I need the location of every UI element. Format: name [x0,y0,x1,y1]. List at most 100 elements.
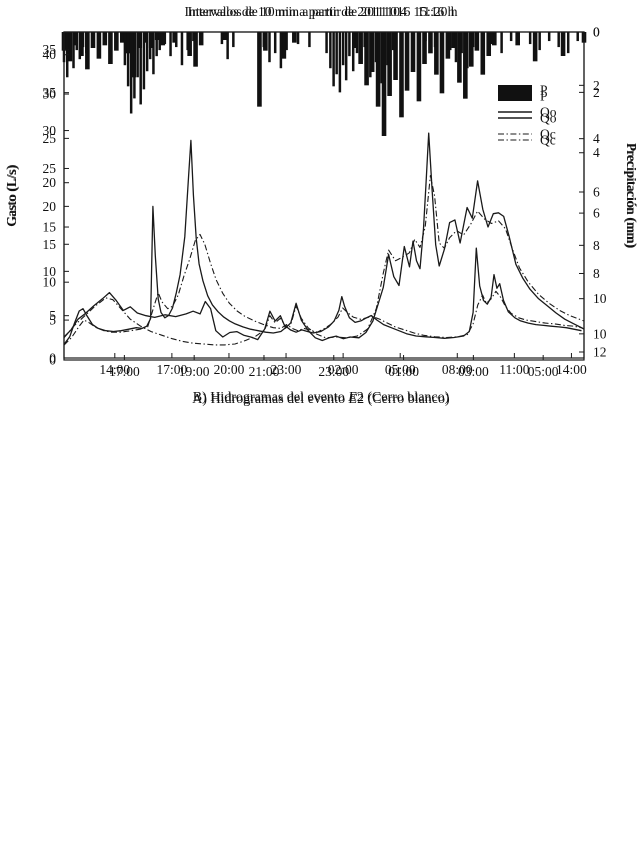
precip-bar [79,32,84,56]
left-tick-label: 40 [43,47,57,62]
right-tick-label: 8 [593,266,600,281]
caption-event-label: E [348,390,357,405]
legend-precip-swatch [498,91,532,101]
precip-bar [262,32,266,48]
precip-bar [532,32,538,62]
precip-bar [560,32,566,56]
qo-line [63,132,585,342]
caption-text: 2 (Cerro blanco) [357,392,450,407]
precip-bar [422,32,427,64]
precip-bar [220,32,224,45]
y-axis-label-right: Precipitación (mm) [624,143,639,248]
precip-bar [457,32,462,83]
precip-bar [142,32,146,90]
precip-bar [380,32,383,84]
precip-bar [81,32,85,48]
precip-bar [175,32,178,48]
precip-bar [566,32,570,54]
precip-bar [198,32,204,46]
precip-bar [263,32,268,51]
precip-bar [374,32,378,63]
bottom-tick-label: 14:00 [556,362,587,377]
right-tick-label: 12 [593,345,607,360]
precip-bar [222,32,227,40]
qo-line [63,139,582,345]
precip-bar [119,32,125,43]
precip-bar [538,32,541,51]
precip-bar [136,32,139,78]
precip-bar [528,32,532,45]
chart-a: Intervalos de 10 min a partir de 2011104… [0,0,642,408]
precip-bar [123,32,127,66]
precip-bar [126,32,130,87]
precip-bar [468,32,474,67]
precip-bar [363,32,366,48]
precip-bar [232,32,235,48]
chart-b: Intervalos de 10 min a partir de 2011101… [0,0,642,406]
precip-bar [428,32,433,54]
bottom-axis: 17:00 19:00 21:00 23:00 01:00 03:00 05:00 [109,355,559,379]
precip-bar [160,32,166,46]
precip-bar [386,32,389,66]
precip-bar [351,32,355,72]
precip-bar [193,32,198,67]
precip-bar [515,32,520,46]
precip-bar [463,32,468,99]
caption-event-label: E [348,392,358,407]
left-tick-label: 20 [43,175,57,190]
precip-bar [399,32,404,118]
left-tick-label: 5 [49,308,56,323]
precip-bar [180,32,184,66]
precip-bar [486,32,492,56]
precip-bar [576,32,579,42]
right-tick-label: 10 [593,291,607,306]
precip-bar [75,32,78,51]
precip-bar [451,32,457,48]
left-tick-label: 25 [43,131,57,146]
precip-bar [257,32,262,107]
caption-text: 2 (Cerro blanco) [356,390,450,405]
precip-bar [129,32,133,114]
bottom-tick-label: 17:00 [156,362,187,377]
right-tick-label: 0 [593,26,600,40]
precip-bar [393,32,398,80]
precip-bar [557,32,560,48]
precip-bar [352,32,358,48]
chart-b-caption: B) Hidrogramas del evento E2 (Cerro blan… [0,390,642,406]
precip-bar [186,32,189,51]
precip-bar [348,32,351,57]
legend-precip-swatch [498,85,532,95]
right-tick-label: 4 [593,145,600,160]
precip-bar [492,32,497,46]
precip-bar [114,32,119,51]
precip-bar [344,32,348,81]
precip-bar [78,32,82,60]
bottom-tick-label: 19:00 [179,364,210,379]
precip-bar [355,32,359,54]
precip-bar [187,32,192,56]
precip-bar [72,32,75,69]
left-tick-label: 25 [43,161,57,176]
precip-bar [268,32,271,63]
bottom-tick-label: 01:00 [388,364,419,379]
precip-bar [509,32,513,42]
left-tick-label: 15 [43,237,57,252]
precip-bar [460,32,463,54]
right-axis: 0 2 4 6 8 10 [579,26,607,341]
precip-bar [273,32,277,54]
bottom-tick-label: 03:00 [458,364,489,379]
left-tick-label: 15 [43,220,57,235]
precip-bar [104,32,107,42]
precip-bar [155,32,158,57]
left-tick-label: 30 [43,123,57,138]
precip-bar [329,32,332,69]
precip-bar [381,32,387,136]
precip-bar [172,32,177,43]
bottom-axis: 14:00 17:00 20:00 23:00 02:00 05:00 08:00 11:00… [99,353,587,377]
bottom-tick-label: 05:00 [385,362,416,377]
